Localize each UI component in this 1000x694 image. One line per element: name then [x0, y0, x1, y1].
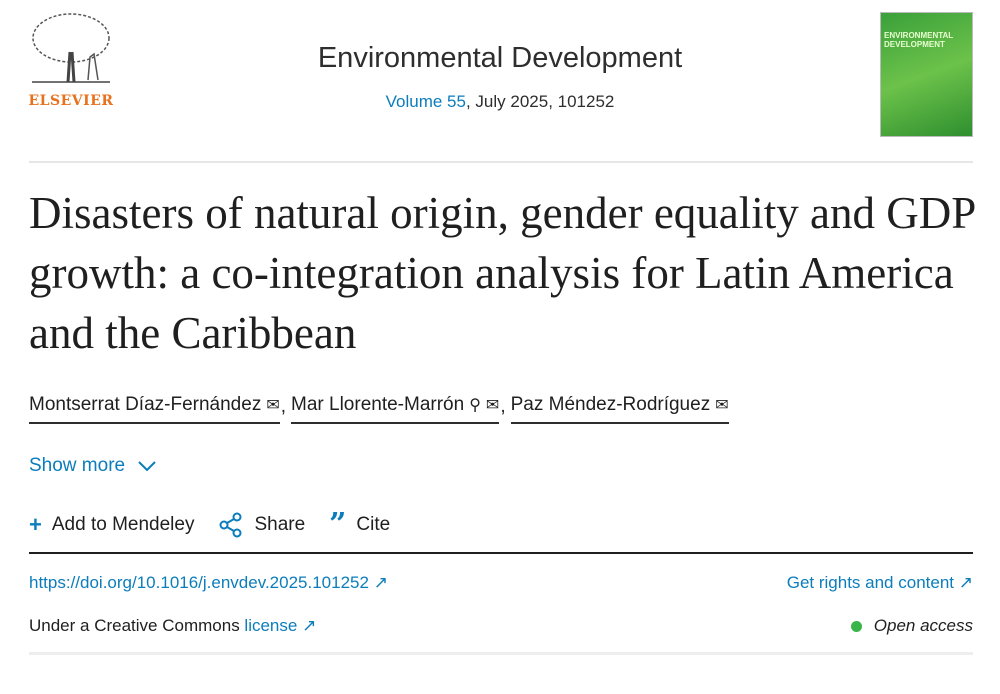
separator: ,	[280, 396, 287, 417]
volume-link[interactable]: Volume 55	[385, 92, 466, 111]
license-info: Under a Creative Commons license ↗	[29, 616, 316, 636]
external-link-icon: ↗	[302, 616, 317, 635]
license-prefix: Under a Creative Commons	[29, 616, 245, 635]
author-link[interactable]: Montserrat Díaz-Fernández ✉	[29, 394, 280, 424]
separator: ,	[500, 396, 506, 417]
mendeley-label: Add to Mendeley	[51, 514, 195, 535]
open-access-label: Open access	[873, 616, 973, 635]
license-text: license	[244, 616, 298, 635]
publisher-name: ELSEVIER	[28, 93, 114, 109]
journal-title[interactable]: Environmental Development	[317, 42, 683, 74]
chevron-down-icon	[138, 461, 156, 472]
journal-cover-image[interactable]: ENVIRONMENTAL DEVELOPMENT	[880, 12, 973, 137]
plus-icon: +	[29, 512, 42, 537]
show-more-label: Show more	[29, 455, 126, 476]
share-label: Share	[254, 514, 306, 535]
article-title: Disasters of natural origin, gender equa…	[29, 188, 975, 358]
external-link-icon: ↗	[958, 573, 973, 592]
quote-icon: ”	[329, 507, 347, 542]
author-list: Montserrat Díaz-Fernández ✉, Mar Llorente…	[29, 394, 729, 424]
doi-text: https://doi.org/10.1016/j.envdev.2025.10…	[29, 573, 369, 592]
divider	[29, 552, 973, 554]
author-name: Montserrat Díaz-Fernández	[29, 394, 262, 415]
person-icon: ⚲	[469, 397, 481, 414]
article-actions: + Add to Mendeley Share ” Cite	[29, 507, 391, 542]
volume-info: Volume 55, July 2025, 101252	[200, 92, 800, 112]
author-link[interactable]: Paz Méndez-Rodríguez ✉	[510, 394, 729, 424]
cite-button[interactable]: ” Cite	[329, 507, 391, 542]
mail-icon: ✉	[485, 397, 500, 414]
add-to-mendeley-button[interactable]: + Add to Mendeley	[29, 512, 194, 538]
cite-label: Cite	[356, 514, 391, 535]
rights-link[interactable]: Get rights and content ↗	[787, 573, 973, 593]
issue-date: , July 2025, 101252	[465, 92, 615, 111]
elsevier-logo[interactable]: ELSEVIER	[28, 12, 114, 109]
tree-logo-icon	[32, 13, 110, 83]
author-name: Paz Méndez-Rodríguez	[510, 394, 711, 415]
divider	[29, 652, 973, 655]
divider	[29, 161, 973, 163]
mail-icon: ✉	[715, 397, 729, 414]
author-link[interactable]: Mar Llorente-Marrón ⚲ ✉	[291, 394, 500, 424]
license-link[interactable]: license ↗	[244, 616, 316, 635]
share-icon	[219, 512, 242, 538]
share-button[interactable]: Share	[218, 512, 305, 538]
cover-title: ENVIRONMENTAL DEVELOPMENT	[884, 31, 954, 49]
open-access-badge: Open access	[850, 616, 973, 636]
show-more-button[interactable]: Show more	[29, 455, 157, 477]
mail-icon: ✉	[266, 397, 280, 414]
rights-text: Get rights and content	[786, 573, 955, 592]
doi-link[interactable]: https://doi.org/10.1016/j.envdev.2025.10…	[29, 573, 388, 593]
author-name: Mar Llorente-Marrón	[291, 394, 465, 415]
external-link-icon: ↗	[373, 573, 388, 592]
open-access-dot-icon	[850, 620, 862, 632]
